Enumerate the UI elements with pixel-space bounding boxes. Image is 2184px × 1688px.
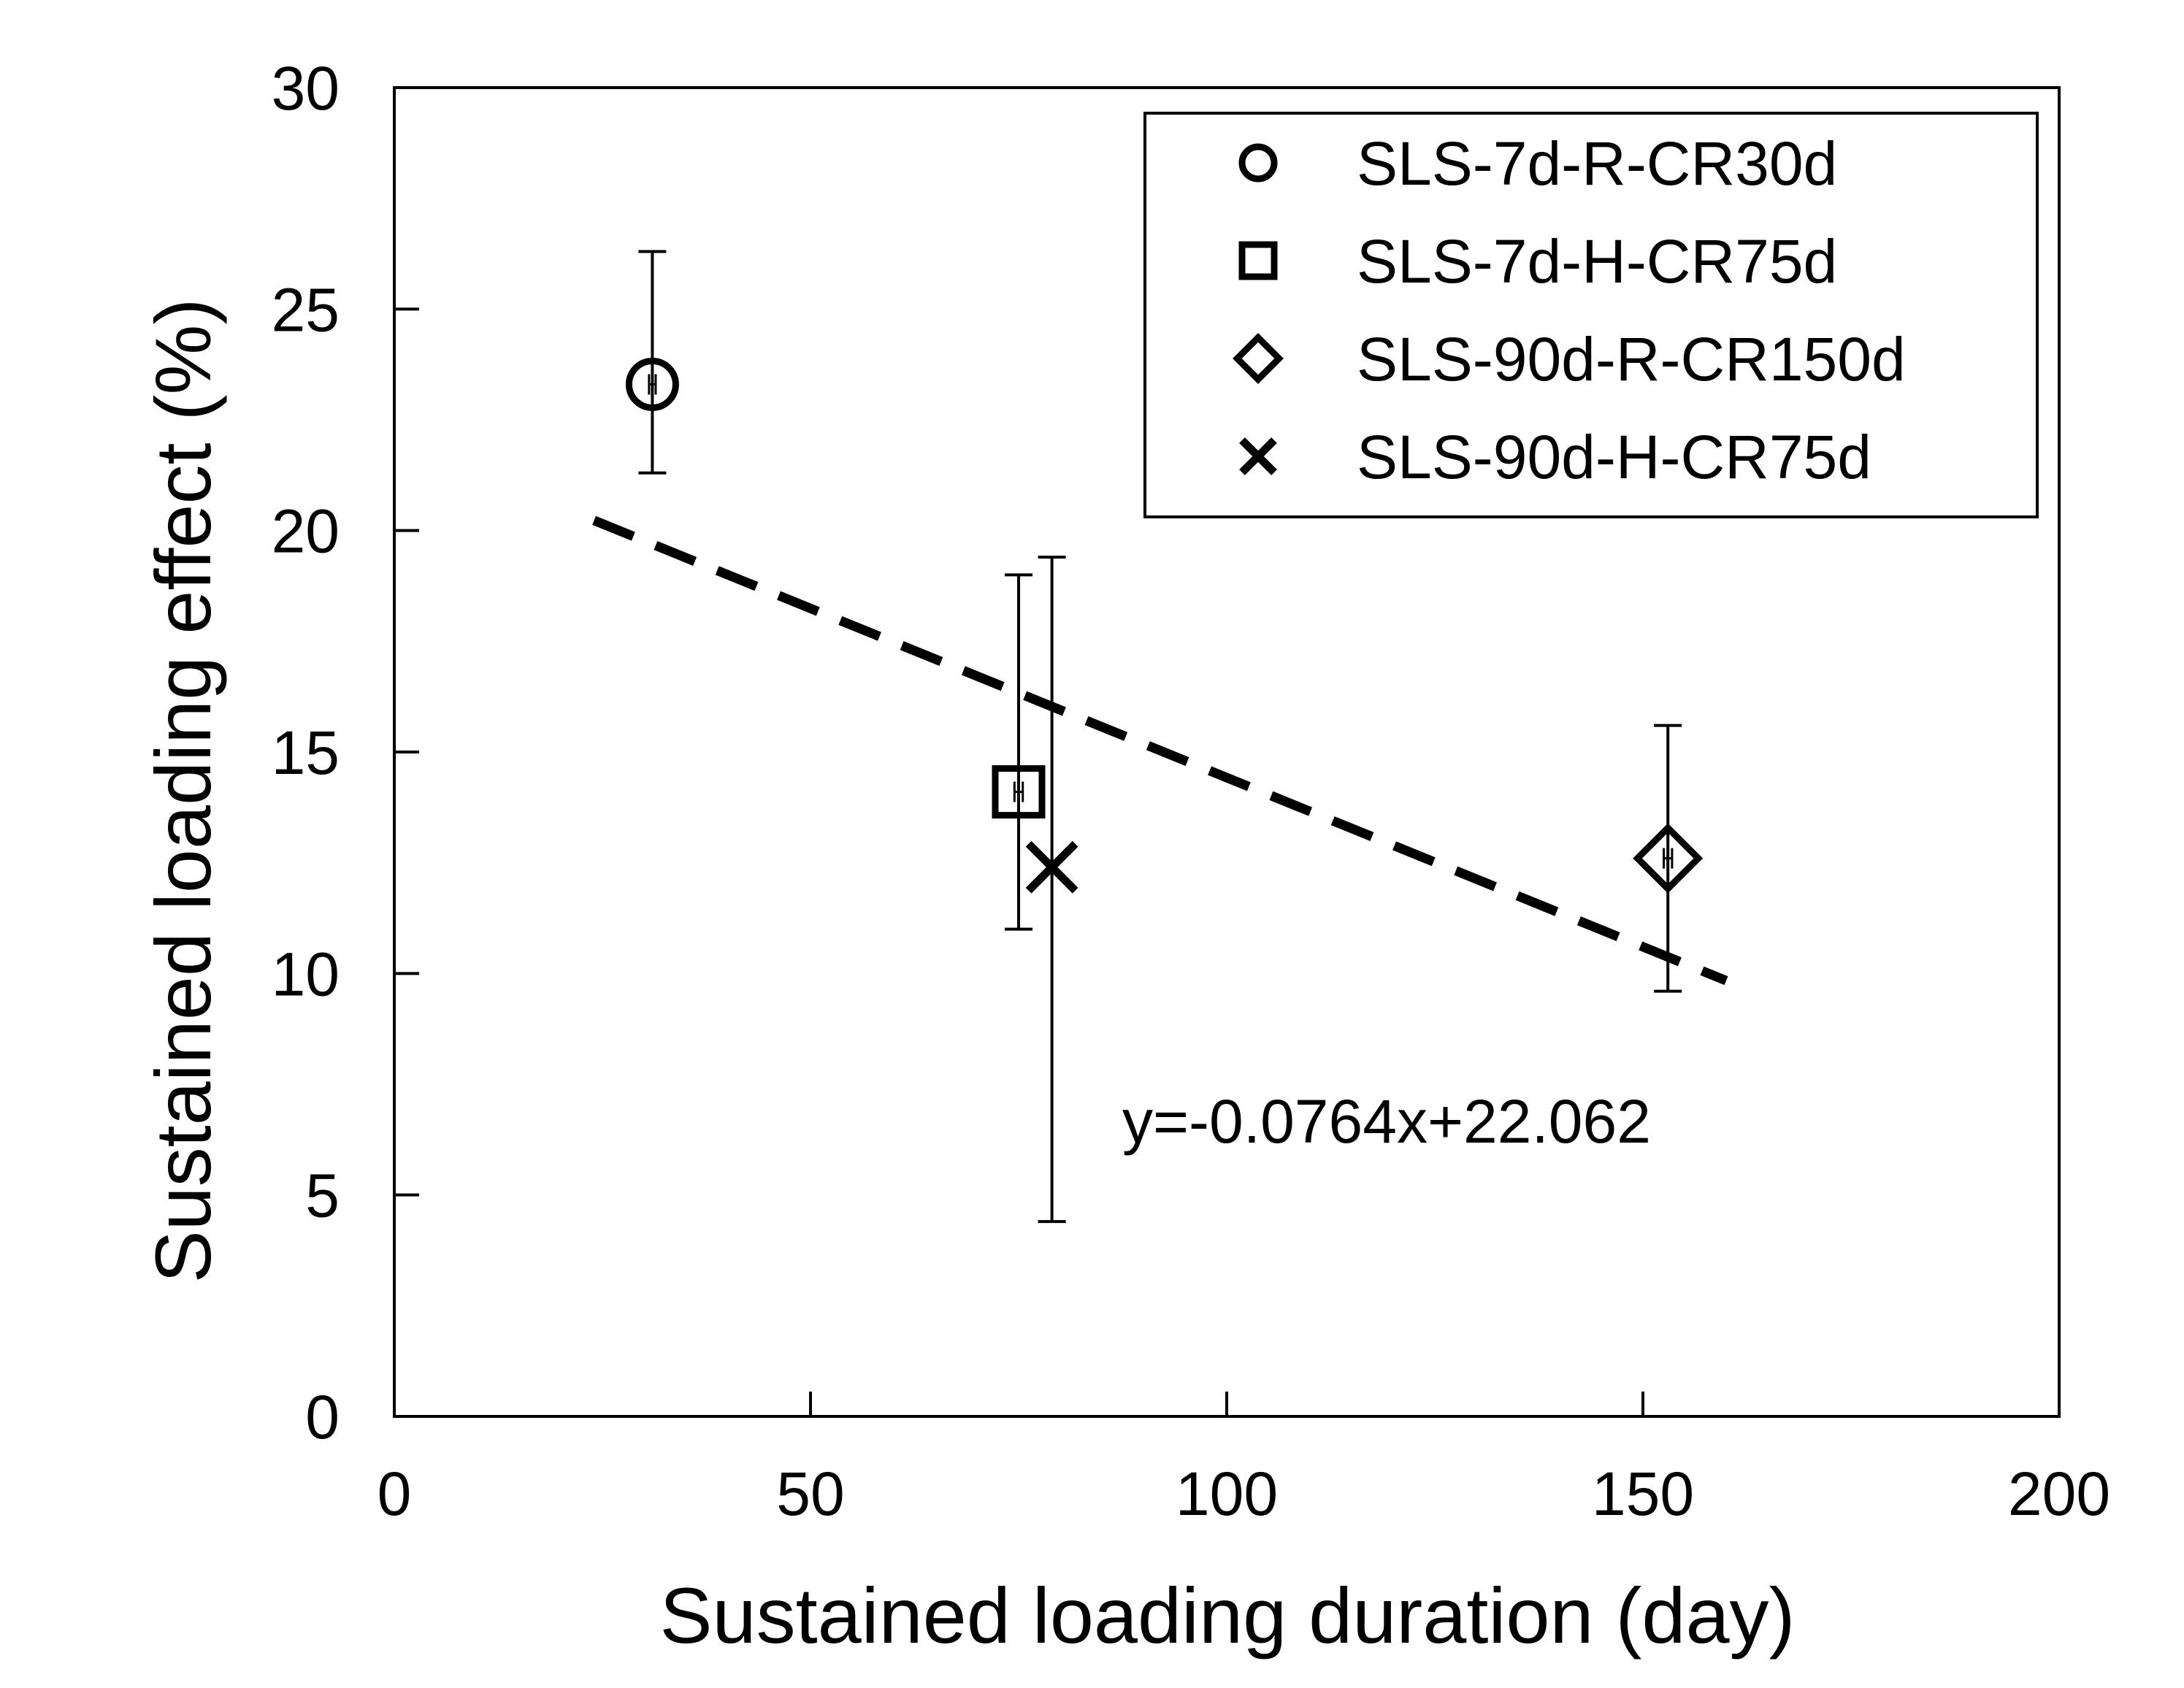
- data-markers: [625, 357, 1704, 894]
- y-tick-label: 0: [305, 1383, 340, 1451]
- marker-SLS-7d-R-CR30d: [625, 357, 679, 411]
- legend-marker-SLS-90d-H-CR75d: [1239, 437, 1277, 475]
- y-tick-label: 10: [272, 940, 340, 1008]
- legend-label-SLS-7d-R-CR30d: SLS-7d-R-CR30d: [1357, 129, 1837, 198]
- legend-marker-SLS-90d-R-CR150d: [1233, 333, 1284, 384]
- error-bar-SLS-7d-H-CR75d: [1005, 573, 1032, 931]
- legend-label-SLS-90d-R-CR150d: SLS-90d-R-CR150d: [1357, 325, 1906, 394]
- error-bar-SLS-90d-H-CR75d: [1038, 556, 1066, 1224]
- y-axis-label: Sustained loading effect (%): [139, 299, 227, 1284]
- y-tick-label: 25: [272, 275, 340, 344]
- error-bar-SLS-90d-R-CR150d: [1654, 724, 1682, 993]
- marker-SLS-90d-R-CR150d: [1633, 823, 1704, 894]
- trendline: [592, 515, 1728, 986]
- marker-SLS-90d-H-CR75d-stroke-b: [1025, 840, 1078, 894]
- x-tick-label: 0: [378, 1459, 412, 1528]
- x-axis-label: Sustained loading duration (day): [659, 1571, 1795, 1660]
- legend-label-SLS-7d-H-CR75d: SLS-7d-H-CR75d: [1357, 227, 1837, 296]
- legend-marker-SLS-90d-H-CR75d-stroke-b: [1239, 437, 1277, 475]
- y-tick-label: 15: [272, 718, 340, 787]
- legend-box: [1143, 112, 2039, 518]
- x-tick-label: 150: [1592, 1459, 1694, 1528]
- legend-label-SLS-90d-H-CR75d: SLS-90d-H-CR75d: [1357, 423, 1871, 491]
- legend-marker-SLS-7d-H-CR75d: [1238, 241, 1278, 280]
- trendline-group: [592, 515, 1728, 986]
- y-tick-label: 5: [305, 1162, 340, 1230]
- y-tick-label: 30: [272, 54, 340, 123]
- x-tick-label: 200: [2008, 1459, 2110, 1528]
- x-tick-label: 50: [776, 1459, 844, 1528]
- marker-SLS-90d-H-CR75d: [1025, 840, 1078, 894]
- marker-SLS-7d-H-CR75d: [992, 765, 1046, 819]
- trendline-equation: y=-0.0764x+22.062: [1122, 1087, 1651, 1156]
- axes: 0 50 100 150 200 0 5 10 15 20 25 30: [272, 54, 2111, 1528]
- legend-marker-SLS-7d-R-CR30d: [1238, 143, 1278, 183]
- x-tick-label: 100: [1176, 1459, 1278, 1528]
- y-tick-label: 20: [272, 497, 340, 566]
- legend: SLS-7d-R-CR30d SLS-7d-H-CR75d SLS-90d-R-CR…: [1143, 112, 2039, 518]
